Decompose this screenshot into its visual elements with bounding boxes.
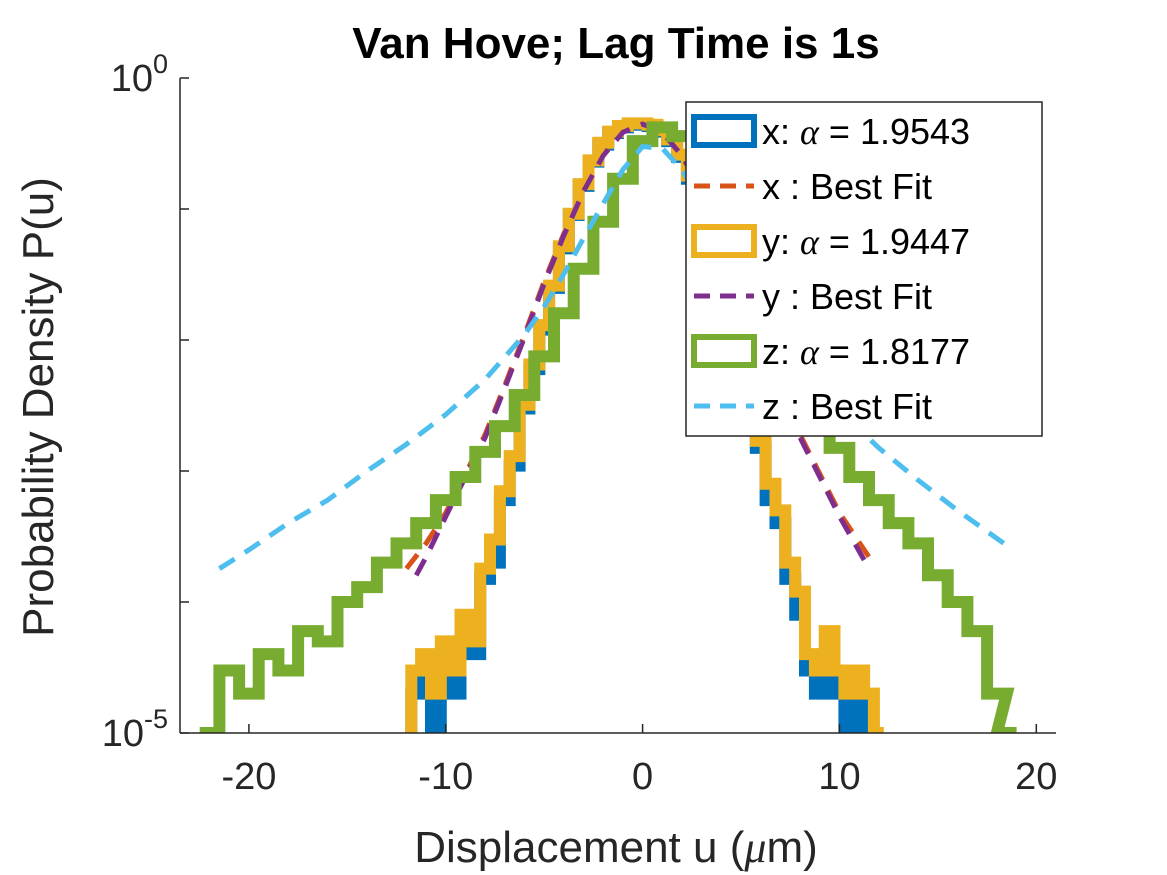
axes: -20 -10 0 10 20 10-5 100 — [102, 49, 1058, 798]
legend-label: y: α = 1.9447 — [762, 221, 970, 262]
legend-swatch-box — [691, 224, 757, 258]
x-tick-label: 10 — [818, 756, 860, 798]
legend-box — [685, 101, 1043, 437]
legend-swatch-box — [691, 114, 757, 148]
series-5-best-fit-line — [218, 143, 1009, 571]
series-4-histogram — [199, 121, 1017, 733]
chart-title: Van Hove; Lag Time is 1s — [352, 19, 879, 68]
legend-swatch-box — [691, 334, 757, 368]
x-axis-label: Displacement u (μm) — [414, 823, 818, 872]
y-tick-label: 100 — [111, 49, 168, 100]
x-tick-label: 0 — [632, 756, 653, 798]
x-tick-label: -20 — [221, 756, 276, 798]
y-axis-label: Probability Density P(u) — [14, 177, 63, 637]
legend-label: x: α = 1.9543 — [762, 111, 970, 152]
x-tick-label: -10 — [418, 756, 473, 798]
legend-label: z: α = 1.8177 — [762, 331, 970, 372]
legend-label: z : Best Fit — [762, 386, 932, 427]
legend-label: y : Best Fit — [762, 276, 932, 317]
y-tick-label: 10-5 — [102, 704, 168, 755]
legend-label: x : Best Fit — [762, 166, 932, 207]
x-tick-label: 20 — [1015, 756, 1057, 798]
legend: x: α = 1.9543 x : Best Fit y: α = 1.9447 y … — [685, 101, 1043, 437]
